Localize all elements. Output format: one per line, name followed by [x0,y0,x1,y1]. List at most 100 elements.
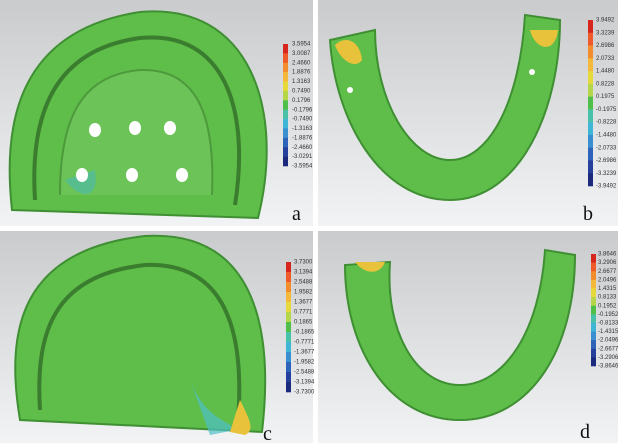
scale-label: -3.3239 [596,171,617,177]
color-bar-segment [283,82,288,92]
scale-label: -0.7771 [294,340,315,346]
color-bar-segment [286,372,291,382]
scale-label: 3.7300 [294,260,313,266]
color-bar-segment [588,160,593,173]
scale-label: -1.3163 [292,126,313,132]
color-bar-segment [591,280,596,289]
color-bar-segment [588,46,593,59]
color-bar-segment [283,53,288,63]
color-bar-segment [591,306,596,315]
scale-label: 0.1865 [294,320,313,326]
scale-label: 1.9582 [294,290,313,296]
scale-label: -2.6677 [598,346,618,352]
color-bar-segment [588,109,593,122]
color-bar-segment [283,100,288,110]
scale-label: 2.4660 [292,60,311,66]
scale-label: 3.9492 [596,18,615,24]
scale-label: -3.1394 [294,380,315,386]
color-bar-segment [283,147,288,157]
scale-label: -1.4480 [596,133,617,139]
color-bar-segment [591,340,596,349]
color-bar-segment [588,20,593,33]
color-bar-segment [286,362,291,372]
scale-label: -0.1975 [596,107,617,113]
color-bar-segment [591,297,596,306]
color-bar-segment [286,342,291,352]
color-bar-segment [591,288,596,297]
scale-label: 0.1952 [598,303,617,309]
color-bar-segment [588,173,593,186]
scale-label: -1.8876 [292,135,313,141]
scale-label: 1.4480 [596,69,615,75]
scale-label: -2.6986 [596,158,617,164]
color-bar-segment [283,138,288,148]
scale-label: 1.3677 [294,300,313,306]
color-bar-segment [588,135,593,148]
figure: 3.59543.00872.46601.88761.31630.74900.17… [0,0,618,443]
scale-label: -0.7490 [292,117,313,123]
scale-label: 3.2906 [598,260,617,266]
color-bar-segment [283,119,288,129]
scale-label: -3.0291 [292,154,313,160]
scale-label: 3.3239 [596,30,615,36]
scale-label: -2.0496 [598,338,618,344]
scale-label: -3.9492 [596,184,617,190]
scale-label: 1.3163 [292,79,311,85]
color-bar-segment [591,357,596,366]
panel-label: a [292,203,301,225]
scale-label: 2.5488 [294,280,313,286]
color-bar-segment [286,302,291,312]
scale-label: 3.5954 [292,42,311,48]
scale-label: 3.0087 [292,51,311,57]
color-bar-segment [286,332,291,342]
color-bar-segment [591,332,596,341]
color-bar-segment [286,322,291,332]
scale-label: -0.8133 [598,321,618,327]
scale-label: 3.1394 [294,270,313,276]
scale-label: -1.3677 [294,350,315,356]
scale-label: -0.1952 [598,312,618,318]
color-bar-segment [286,312,291,322]
color-bar-segment [283,128,288,138]
color-bar-segment [286,262,291,272]
scale-label: -1.4315 [598,329,618,335]
color-bar-segment [591,271,596,280]
scale-label: 1.8876 [292,70,311,76]
scale-label: -0.1865 [294,330,315,336]
color-bar-segment [588,122,593,135]
scale-label: 0.1975 [596,94,615,100]
scale-label: -1.9582 [294,360,315,366]
color-bar-segment [591,349,596,358]
color-bar-segment [591,323,596,332]
color-bar-segment [591,314,596,323]
scale-label: -3.2906 [598,355,618,361]
color-bar-segment [588,71,593,84]
scale-label: -2.4660 [292,145,313,151]
scale-label: 2.0733 [596,56,615,62]
color-bar-segment [286,352,291,362]
panel-label: d [580,421,590,443]
color-bar-segment [588,148,593,161]
scale-label: 0.8228 [596,81,615,87]
scale-label: -2.5488 [294,370,315,376]
color-bar-segment [588,97,593,110]
scale-label: 0.8133 [598,295,617,301]
color-bar-segment [283,44,288,54]
color-bar-segment [286,272,291,282]
color-bar-segment [591,263,596,272]
color-bar-segment [588,58,593,71]
panel-label: c [263,423,272,443]
color-bar-segment [286,292,291,302]
color-bar-segment [286,282,291,292]
color-bar-segment [283,157,288,167]
scale-label: -0.8228 [596,120,617,126]
scale-label: 2.6986 [596,43,615,49]
color-bar-segment [283,110,288,120]
scale-label: -3.8646 [598,364,618,370]
color-bar-segment [283,72,288,82]
color-bar-segment [588,84,593,97]
color-bar-segment [283,91,288,101]
scale-label: 3.8646 [598,252,617,258]
scale-label: 0.7771 [294,310,313,316]
color-bar-segment [591,254,596,263]
